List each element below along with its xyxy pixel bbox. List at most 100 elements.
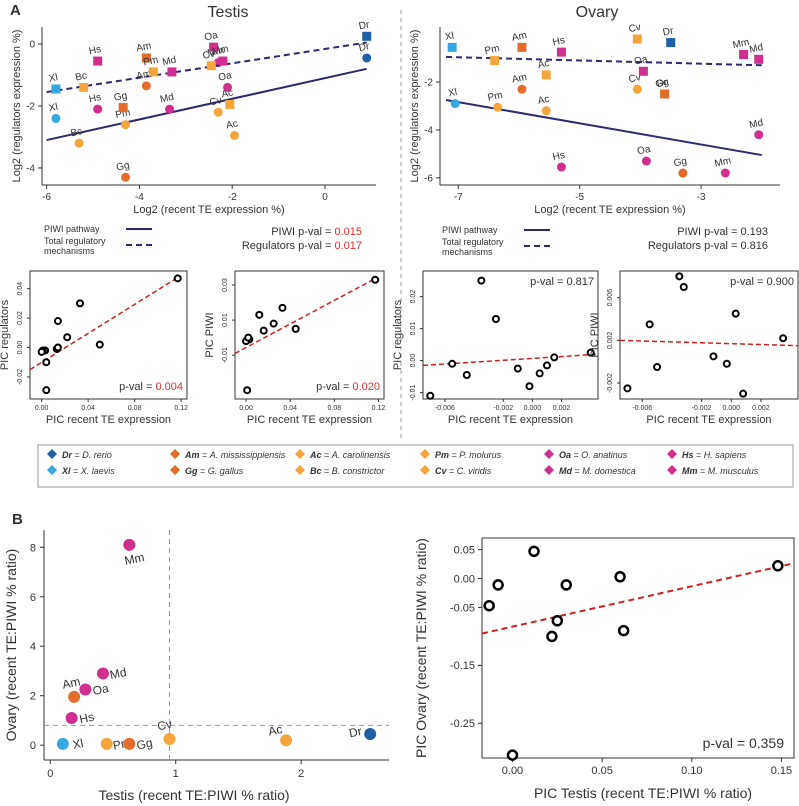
legend-pm-label: Pm = P. molurus [435,450,502,460]
testis_main-pm-dot [121,120,130,130]
ovary-title: Ovary [576,4,619,21]
legend-bc-label: Bc = B. constrictor [310,466,385,476]
testis_pic_reg-point [173,274,182,283]
legend-dr-diamond [47,449,57,459]
panel-a-label: A [10,2,21,19]
ovary_pic_reg-point [462,371,471,379]
testis_main-hs-label: Hs [88,92,102,105]
ovary_main-oa-label: Oa [636,144,652,158]
legend-mm-label-part-2: M. musculus [708,466,759,476]
pic-ratio-xlabel: PIC Testis (recent TE:PIWI % ratio) [534,785,752,801]
ovary_pic_reg-point [477,276,486,285]
ovary_pic_reg-xlabel: PIC recent TE expression [448,414,573,426]
testis_main-x-tick-label: -4 [135,192,144,203]
ratio-am-dot [68,690,81,703]
testis_main-oa-dot [223,82,233,92]
ovary_main-pm-label: Pm [487,90,504,104]
legend-bc-label-part-2: B. constrictor [332,466,386,476]
legend-mm-diamond [667,465,677,475]
testis_pic_reg-x-tick-label: 0.00 [35,405,49,412]
testis-legend-total-text-2: mechanisms [44,246,95,256]
testis_pic_piwi-xlabel: PIC recent TE expression [247,414,372,426]
legend-pm-label-part-0: Pm [435,450,449,460]
ratio-mm-label: Mm [123,550,145,568]
legend-gg-label-part-2: G. gallus [208,466,244,476]
testis_pic_reg-x-tick-label: 0.04 [81,405,95,412]
ovary_pic_piwi-xlabel: PIC recent TE expression [646,414,771,426]
ovary_main-gg-square [660,89,670,99]
ratio-ac-dot [280,734,293,747]
legend-gg-label-part-1: = [198,466,208,476]
legend-xl-label-part-2: X. laevis [80,466,116,476]
testis_main-ac-dot [230,130,240,140]
testis_pic_reg-pval: p-val = 0.004 [119,381,183,393]
testis_pic_piwi-ylabel: PIC PIWI [204,312,216,357]
ratio-dr-dot [364,728,377,741]
pic-ratio-point [483,599,495,612]
ovary_main-cv-label: Cv [628,72,642,85]
testis_main-piwi-fit-line [46,67,367,142]
ovary_main-am-dot [517,84,527,94]
ovary_main-cv-label: Cv [628,22,642,35]
legend-md-label-part-0: Md [559,466,572,476]
testis_main-dr-label: Dr [358,41,371,54]
testis_pic_piwi-point [371,275,380,284]
ratio-ylabel: Ovary (recent TE:PIWI % ratio) [3,549,19,742]
testis_pic_reg-fit-line [29,276,180,371]
testis-piwi-pval-part-1: 0.015 [334,226,362,238]
testis_pic_piwi-pval: p-val = 0.020 [316,381,380,393]
testis_pic_reg-point [37,347,46,356]
testis_main-md-square [167,67,177,77]
testis_main-x-tick-label: -2 [228,192,237,203]
ovary_pic_reg-point [535,369,544,378]
testis_main-hs-square [93,56,103,66]
testis_main-mm-label: Mm [211,44,230,58]
legend-cv-label-part-1: = [447,466,457,476]
ratio-hs-label: Hs [78,710,95,727]
pic-ratio-point [560,579,573,591]
legend-dr-label-part-2: D. rerio [82,450,112,460]
testis_main-hs-dot [93,104,103,114]
ovary_pic_reg-point [448,359,457,368]
legend-am-label-part-0: Am [184,450,200,460]
legend-hs-label-part-2: H. sapiens [704,450,747,460]
ovary_main-hs-dot [556,162,566,172]
ovary_pic_piwi-point [722,359,731,368]
ratio-y-tick-label: 2 [30,691,36,703]
testis_pic_piwi-point [259,326,268,335]
ratio-y-tick-label: 6 [30,592,36,604]
testis_main-ylabel: Log2 (regulators expression %) [11,30,23,183]
legend-mm-label-part-0: Mm [682,466,698,476]
ovary_main-gg-label: Gg [673,156,688,170]
testis_pic_reg-point [63,333,72,342]
testis_main-xl-square [51,84,61,94]
ovary_main-gg-dot [678,168,688,178]
testis_pic_reg-y-tick-label: 0.00 [17,341,24,355]
legend-hs-label-part-0: Hs [682,450,694,460]
legend-bc-label-part-1: = [322,466,332,476]
legend-md-label-part-1: = [572,466,582,476]
pic-ratio-point [551,615,564,627]
testis-title: Testis [208,4,249,21]
ovary_main-dr-label: Dr [662,26,675,39]
testis_pic_piwi-point [255,310,264,319]
legend-oa-label-part-0: Oa [559,450,571,460]
ratio-x-tick-label: 1 [173,768,179,780]
ratio_pic-y-tick-label: -0.05 [450,602,475,614]
species-legend-box [37,444,794,488]
testis_main-y-tick-label: -4 [26,163,35,174]
ovary_main-xl-label: Xl [447,87,458,100]
ratio_pic-y-tick-label: -0.15 [450,660,475,672]
testis_main-cv-dot [213,107,223,117]
testis_main-x-tick-label: -6 [42,192,51,203]
testis_main-oa-label: Oa [217,70,233,84]
testis_pic_piwi-point [291,324,300,333]
legend-ac-label-part-2: A. carolinensis [331,450,391,460]
ovary_pic_reg-y-tick-label: -0.01 [410,385,417,401]
legend-oa-label: Oa = O. anatinus [559,450,628,460]
testis_pic_reg-y-tick-label: 0.02 [17,311,24,325]
ovary-legend-piwi-text: PIWI pathway [442,225,498,235]
pic-ratio-point [506,749,519,761]
pic-ratio-point [546,630,558,643]
